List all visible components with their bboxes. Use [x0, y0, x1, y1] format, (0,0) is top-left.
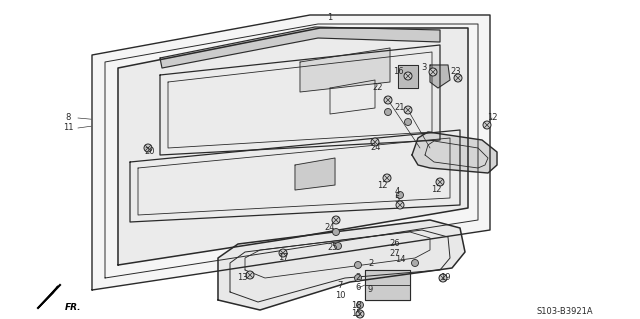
- Polygon shape: [218, 220, 465, 310]
- Text: 18: 18: [351, 300, 362, 309]
- Circle shape: [279, 249, 287, 257]
- Circle shape: [483, 121, 491, 129]
- Text: 1: 1: [328, 13, 333, 23]
- Circle shape: [356, 301, 364, 308]
- Text: 24: 24: [324, 224, 335, 233]
- Text: 11: 11: [63, 123, 73, 132]
- Text: 13: 13: [237, 273, 247, 283]
- Text: 20: 20: [145, 147, 156, 157]
- Text: 2: 2: [369, 258, 374, 268]
- Circle shape: [404, 106, 412, 114]
- Circle shape: [436, 178, 444, 186]
- Circle shape: [332, 216, 340, 224]
- Circle shape: [429, 68, 437, 76]
- Circle shape: [439, 274, 447, 282]
- Text: 12: 12: [431, 186, 441, 195]
- Text: 26: 26: [390, 239, 400, 248]
- Circle shape: [412, 259, 419, 266]
- Polygon shape: [160, 27, 440, 68]
- Circle shape: [404, 118, 412, 125]
- Text: 4: 4: [394, 188, 399, 197]
- Polygon shape: [300, 48, 390, 92]
- Polygon shape: [398, 65, 418, 88]
- Text: 10: 10: [335, 291, 345, 300]
- Polygon shape: [118, 28, 468, 265]
- Text: 9: 9: [367, 286, 372, 294]
- Circle shape: [144, 144, 152, 152]
- Text: 23: 23: [451, 68, 461, 77]
- Polygon shape: [412, 132, 497, 173]
- Text: 19: 19: [440, 273, 451, 283]
- Text: 12: 12: [377, 181, 387, 189]
- Circle shape: [440, 275, 447, 281]
- Circle shape: [385, 108, 392, 115]
- Circle shape: [333, 228, 339, 235]
- Circle shape: [371, 138, 379, 146]
- Circle shape: [454, 74, 462, 82]
- Text: 16: 16: [393, 68, 403, 77]
- Text: 21: 21: [395, 103, 405, 113]
- Circle shape: [383, 174, 391, 182]
- Text: 6: 6: [355, 284, 361, 293]
- Circle shape: [356, 310, 364, 318]
- Text: 22: 22: [372, 84, 383, 93]
- Text: S103-B3921A: S103-B3921A: [537, 308, 593, 316]
- Text: 15: 15: [351, 308, 361, 317]
- Text: 14: 14: [395, 256, 405, 264]
- Circle shape: [246, 271, 254, 279]
- Circle shape: [396, 201, 404, 209]
- Polygon shape: [38, 286, 58, 308]
- Text: 5: 5: [394, 196, 399, 204]
- Circle shape: [404, 72, 412, 80]
- Polygon shape: [430, 65, 450, 88]
- Text: 3: 3: [421, 63, 427, 72]
- Circle shape: [355, 262, 362, 269]
- Polygon shape: [92, 15, 490, 290]
- Circle shape: [384, 96, 392, 104]
- Circle shape: [335, 242, 342, 249]
- Text: 27: 27: [390, 249, 400, 257]
- Text: 24: 24: [371, 144, 381, 152]
- Polygon shape: [295, 158, 335, 190]
- Text: FR.: FR.: [65, 302, 81, 311]
- Circle shape: [397, 191, 403, 198]
- Text: 25: 25: [328, 243, 339, 253]
- Circle shape: [355, 275, 362, 281]
- Text: 2: 2: [355, 273, 360, 283]
- Text: 12: 12: [487, 114, 497, 122]
- Polygon shape: [365, 270, 410, 300]
- Text: 17: 17: [278, 253, 288, 262]
- Text: 8: 8: [65, 114, 70, 122]
- Text: 7: 7: [337, 280, 342, 290]
